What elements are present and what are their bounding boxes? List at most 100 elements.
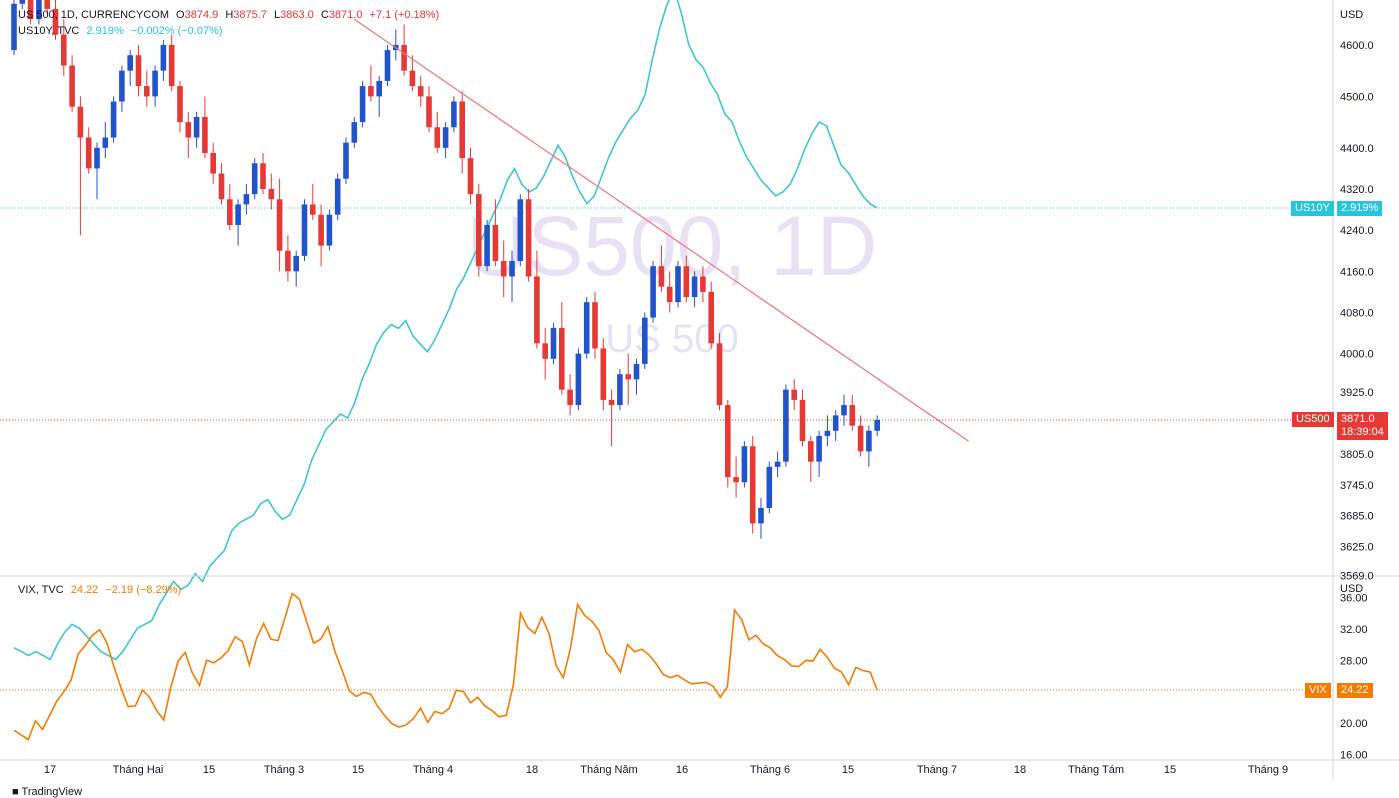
candle [235, 199, 241, 245]
candle [20, 0, 26, 9]
candle [435, 112, 441, 153]
candle [451, 96, 457, 132]
candle-body [410, 71, 416, 86]
candle-body [269, 189, 275, 199]
candle [526, 189, 532, 282]
candle [111, 96, 117, 142]
candle [327, 210, 333, 251]
candle [468, 148, 474, 205]
candle-body [127, 55, 133, 70]
candle [725, 400, 731, 487]
candle [227, 184, 233, 230]
candle [426, 86, 432, 132]
x-tick-label: 15 [203, 764, 215, 776]
candle-body [161, 45, 167, 71]
candle [127, 50, 133, 86]
candle [576, 348, 582, 410]
candle [202, 96, 208, 158]
candle-body [426, 96, 432, 127]
us500-y-tick-label: 4160.0 [1340, 266, 1374, 278]
us500-y-tick-label: 4500.0 [1340, 91, 1374, 103]
us500-change: +7.1 (+0.18%) [370, 9, 440, 21]
us500-open: O3874.9 [176, 9, 218, 21]
candle-body [103, 138, 109, 148]
candle [136, 45, 142, 96]
vix-legend: VIX, TVC 24.22 −2.19 (−8.29%) [18, 584, 185, 596]
us500-close: C3871.0 [321, 9, 363, 21]
candle-body [227, 199, 233, 225]
candle [584, 297, 590, 359]
candle [783, 384, 789, 466]
us500-currency-label: USD [1340, 9, 1363, 21]
candle-body [484, 225, 490, 266]
candle [186, 112, 192, 158]
tradingview-logo[interactable]: ■ TradingView [12, 786, 82, 798]
us500-label-badge: US500 [1292, 412, 1334, 427]
candle-body [551, 328, 557, 359]
candle [318, 204, 324, 266]
candle-body [609, 400, 615, 405]
candle-body [285, 251, 291, 272]
us500-legend: US 500, 1D, CURRENCYCOM O3874.9 H3875.7 … [18, 9, 443, 21]
candle-body [86, 138, 92, 169]
candle-body [376, 81, 382, 96]
candle [874, 415, 880, 436]
candle-body [601, 348, 607, 399]
x-tick-label: Tháng Năm [580, 764, 637, 776]
x-tick-label: 18 [1014, 764, 1026, 776]
candle-body [219, 174, 225, 200]
candle-body [493, 225, 499, 261]
candle [177, 81, 183, 132]
x-tick-label: Tháng Tám [1068, 764, 1124, 776]
candle-body [725, 405, 731, 477]
open-value: 3874.9 [185, 9, 219, 21]
us500-y-tick-label: 3745.0 [1340, 480, 1374, 492]
candle-body [335, 179, 341, 215]
candle-body [468, 158, 474, 194]
candle [601, 338, 607, 410]
candle-body [210, 153, 216, 174]
candle-body [144, 86, 150, 96]
candle-body [659, 266, 665, 287]
candle-body [435, 127, 441, 148]
candle-body [791, 390, 797, 400]
candle [775, 451, 781, 477]
candle [650, 261, 656, 323]
candle [791, 379, 797, 410]
candle-body [177, 86, 183, 122]
candle-body [194, 117, 200, 138]
us500-y-tick-label: 4080.0 [1340, 307, 1374, 319]
candle [269, 174, 275, 210]
us500-y-tick-label: 4000.0 [1340, 349, 1374, 361]
us500-legend-title: US 500, 1D, CURRENCYCOM [18, 9, 169, 21]
us500-y-tick-label: 3805.0 [1340, 449, 1374, 461]
candle [94, 143, 100, 200]
candle-body [542, 343, 548, 358]
candle-body [750, 446, 756, 523]
close-value: 3871.0 [329, 9, 363, 21]
x-tick-label: 18 [526, 764, 538, 776]
candle-body [501, 261, 507, 276]
candle [368, 66, 374, 102]
candle [816, 431, 822, 477]
candle [551, 323, 557, 364]
us500-y-tick-label: 4400.0 [1340, 143, 1374, 155]
candle-body [327, 215, 333, 246]
candle-body [866, 431, 872, 452]
us500-y-tick-label: 3569.0 [1340, 570, 1374, 582]
candle-body [808, 441, 814, 462]
candle [476, 184, 482, 277]
candle [335, 174, 341, 220]
candle-body [360, 86, 366, 122]
candle-body [742, 446, 748, 482]
us500-last-price: 3871.0 [1341, 413, 1384, 426]
candle [692, 271, 698, 307]
us10y-line [14, 0, 877, 659]
candle [78, 96, 84, 235]
candle-body [401, 45, 407, 71]
vix-y-tick-label: 36.00 [1340, 593, 1368, 605]
vix-y-tick-label: 20.00 [1340, 718, 1368, 730]
candle-body [783, 390, 789, 462]
us500-y-tick-label: 3925.0 [1340, 387, 1374, 399]
